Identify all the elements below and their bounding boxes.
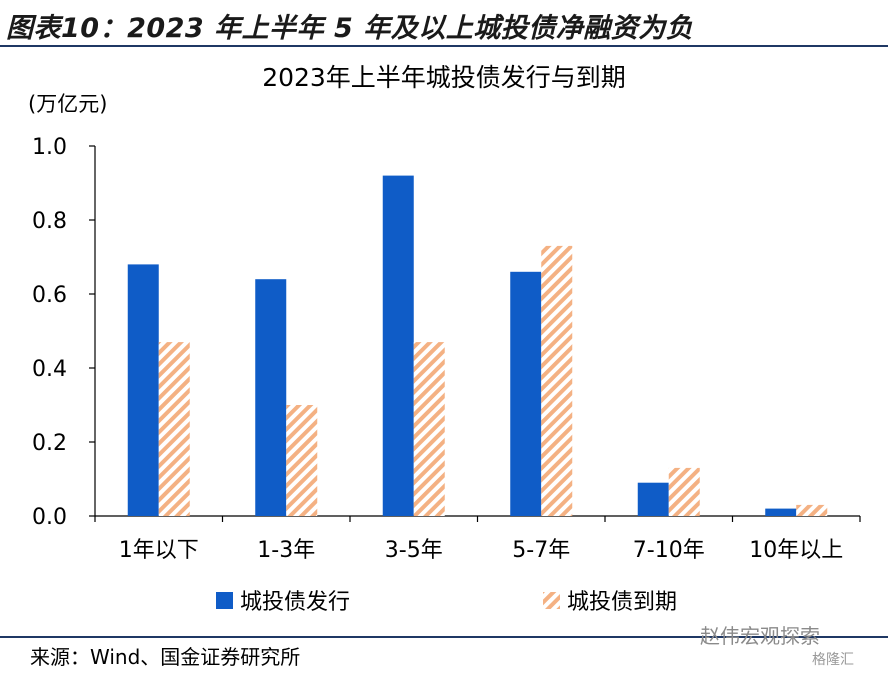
bar-issuance (127, 264, 159, 516)
x-tick-label: 1-3年 (257, 538, 315, 563)
bar-issuance (510, 271, 542, 516)
y-tick-label: 0.8 (32, 209, 67, 234)
legend-maturity-label: 城投债到期 (567, 590, 677, 615)
legend-maturity-swatch (543, 592, 560, 609)
x-tick-label: 7-10年 (633, 538, 705, 563)
bar-issuance (765, 508, 797, 516)
y-tick-label: 0.4 (32, 357, 67, 382)
legend-issuance-swatch (216, 592, 233, 609)
x-tick-label: 3-5年 (385, 538, 443, 563)
bar-issuance (637, 482, 669, 516)
bar-maturity (541, 245, 573, 516)
source-note: 来源：Wind、国金证券研究所 (30, 645, 301, 669)
report-header: 图表10：2023 年上半年 5 年及以上城投债净融资为负 (0, 0, 888, 47)
y-axis-unit-label: (万亿元) (28, 92, 108, 116)
y-tick-label: 1.0 (32, 135, 67, 160)
bar-issuance (382, 175, 414, 516)
watermark-logo-text: 格隆汇 (812, 652, 854, 668)
x-tick-label: 1年以下 (119, 538, 199, 563)
footer-divider (0, 636, 888, 638)
bar-issuance (255, 279, 287, 516)
y-tick-label: 0.6 (32, 283, 67, 308)
header-divider (0, 45, 888, 47)
x-tick-label: 10年以上 (749, 538, 843, 563)
x-tick-label: 5-7年 (512, 538, 570, 563)
figure-title: 图表10：2023 年上半年 5 年及以上城投债净融资为负 (6, 13, 694, 44)
bar-maturity (668, 467, 700, 516)
legend-issuance-label: 城投债发行 (240, 590, 350, 615)
bar-maturity (796, 504, 828, 516)
chart-title: 2023年上半年城投债发行与到期 (262, 63, 626, 92)
y-tick-label: 0.0 (32, 505, 67, 530)
bar-maturity (286, 405, 318, 516)
bar-maturity (158, 342, 190, 516)
bar-maturity (413, 342, 445, 516)
watermark: 赵伟宏观探索 (700, 624, 820, 648)
y-tick-label: 0.2 (32, 431, 67, 456)
